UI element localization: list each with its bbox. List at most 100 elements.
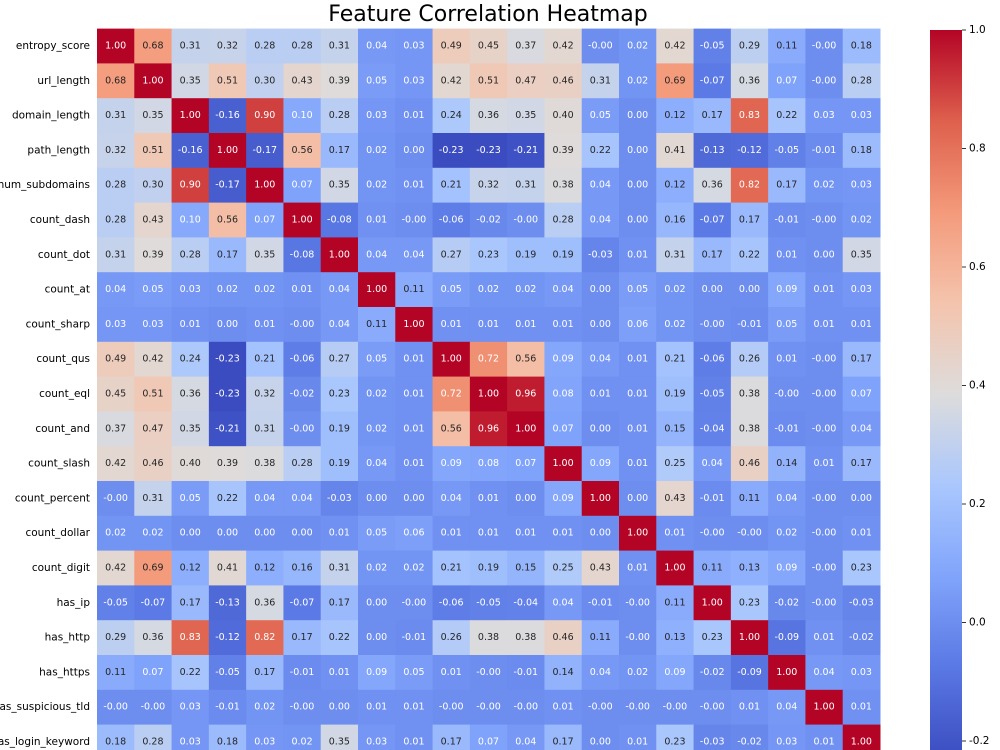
heatmap-cell <box>208 202 247 238</box>
cell-value-label: 0.05 <box>366 75 387 86</box>
heatmap-cell <box>97 585 135 621</box>
cell-value-label: -0.21 <box>215 423 240 434</box>
cell-value-label: 0.03 <box>403 75 424 86</box>
heatmap-cell <box>432 98 471 134</box>
heatmap-cell <box>842 724 881 750</box>
cell-value-label: 0.05 <box>403 667 424 678</box>
cell-value-label: 0.90 <box>254 110 275 121</box>
heatmap-cell <box>544 376 583 412</box>
row-label: count_sharp <box>26 318 91 330</box>
heatmap-cell <box>693 550 732 586</box>
heatmap-cell <box>842 620 881 656</box>
heatmap-cell <box>395 63 434 99</box>
heatmap-cell <box>320 133 359 169</box>
cell-value-label: 0.41 <box>664 145 685 156</box>
cell-value-label: -0.01 <box>737 319 762 330</box>
heatmap-cell <box>693 515 732 552</box>
cell-value-label: 0.08 <box>478 458 499 469</box>
cell-value-label: 0.01 <box>627 389 648 400</box>
cell-value-label: -0.02 <box>290 389 315 400</box>
cell-value-label: 0.02 <box>366 563 387 574</box>
cell-value-label: -0.00 <box>700 319 725 330</box>
cell-value-label: 0.38 <box>478 632 499 643</box>
cell-value-label: 0.01 <box>627 737 648 748</box>
heatmap-cell <box>544 550 583 586</box>
cell-value-label: -0.01 <box>774 423 799 434</box>
heatmap-cell <box>395 341 434 378</box>
heatmap-cell <box>768 307 806 343</box>
cell-value-label: 0.01 <box>813 632 834 643</box>
heatmap-cell <box>730 98 769 134</box>
cell-value-label: 0.02 <box>254 702 275 713</box>
cell-value-label: -0.00 <box>290 423 315 434</box>
heatmap-cell <box>656 724 695 750</box>
cell-value-label: 0.32 <box>105 145 126 156</box>
heatmap-cell <box>320 341 359 378</box>
heatmap-cell <box>730 341 769 378</box>
row-label: count_eql <box>39 388 90 400</box>
cell-value-label: 1.00 <box>739 632 760 643</box>
cell-value-label: 1.00 <box>291 215 312 226</box>
heatmap-cell <box>395 655 434 691</box>
row-label: has_login_keyword <box>0 736 90 748</box>
heatmap-cell <box>507 272 545 308</box>
heatmap-cell <box>768 446 806 482</box>
cell-value-label: 0.01 <box>403 737 424 748</box>
cell-value-label: 0.38 <box>254 458 275 469</box>
cell-value-label: 0.00 <box>217 528 238 539</box>
cell-value-label: 0.17 <box>329 597 350 608</box>
heatmap-cell <box>805 620 844 656</box>
heatmap-cell <box>842 585 881 621</box>
cell-value-label: 0.31 <box>254 423 275 434</box>
cell-value-label: 0.03 <box>105 319 126 330</box>
heatmap-cell <box>246 585 284 621</box>
heatmap-cell <box>358 446 396 482</box>
cell-value-label: 0.21 <box>441 563 462 574</box>
heatmap-cell <box>432 272 471 308</box>
heatmap-cell <box>432 550 471 586</box>
cell-value-label: 0.51 <box>142 389 163 400</box>
heatmap-cell <box>469 481 508 517</box>
cell-value-label: 0.12 <box>664 110 685 121</box>
cell-value-label: 0.23 <box>329 389 350 400</box>
cell-value-label: 0.09 <box>664 667 685 678</box>
heatmap-cell <box>544 28 583 64</box>
cell-value-label: 0.96 <box>478 423 499 434</box>
cell-value-label: 0.01 <box>552 528 573 539</box>
heatmap-cell <box>97 63 135 99</box>
heatmap-cell <box>469 272 508 308</box>
cell-value-label: 0.02 <box>291 737 312 748</box>
cell-value-label: -0.01 <box>215 702 240 713</box>
cell-value-label: 0.30 <box>142 180 163 191</box>
heatmap-cell <box>97 376 135 412</box>
cell-value-label: 0.01 <box>627 423 648 434</box>
cell-value-label: 0.04 <box>366 41 387 52</box>
heatmap-cell <box>395 585 434 621</box>
cell-value-label: 0.02 <box>478 284 499 295</box>
heatmap-cell <box>544 133 583 169</box>
cell-value-label: 0.05 <box>441 284 462 295</box>
heatmap-cell <box>171 585 210 621</box>
heatmap-cell <box>805 550 844 586</box>
heatmap-cell <box>395 515 434 552</box>
cell-value-label: 0.01 <box>478 493 499 504</box>
heatmap-cell <box>432 724 471 750</box>
cell-value-label: 0.15 <box>664 423 685 434</box>
heatmap-cell <box>544 446 583 482</box>
heatmap-cell <box>358 167 396 204</box>
cell-value-label: -0.02 <box>700 667 725 678</box>
heatmap-cell <box>693 341 732 378</box>
cell-value-label: 0.19 <box>552 249 573 260</box>
cell-value-label: 0.51 <box>217 75 238 86</box>
heatmap-cell <box>283 446 322 482</box>
cell-value-label: 0.02 <box>664 284 685 295</box>
heatmap-cell <box>619 202 657 238</box>
heatmap-cell <box>395 550 434 586</box>
heatmap-cell <box>730 167 769 204</box>
cell-value-label: 0.04 <box>254 493 275 504</box>
heatmap-cell <box>469 167 508 204</box>
heatmap-cell <box>656 133 695 169</box>
heatmap-cell <box>469 28 508 64</box>
heatmap-cell <box>693 724 732 750</box>
cell-value-label: 0.41 <box>217 563 238 574</box>
